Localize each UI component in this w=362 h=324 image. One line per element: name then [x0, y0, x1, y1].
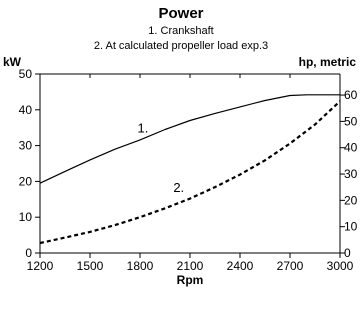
series-line-1: [39, 94, 340, 184]
y-axis-right-label: hp, metric: [298, 55, 356, 69]
y-right-tick-label: 60: [344, 88, 358, 102]
y-axis-left-label: kW: [3, 55, 21, 69]
y-left-tick-label: 10: [19, 210, 33, 224]
y-right-tick-label: 20: [344, 193, 358, 207]
x-tick-label: 1500: [77, 259, 104, 273]
x-tick-label: 1800: [127, 259, 154, 273]
y-right-tick-label: 30: [344, 167, 358, 181]
x-tick-label: 3000: [327, 259, 354, 273]
series-line-2: [39, 100, 341, 245]
y-left-tick-label: 40: [19, 103, 33, 117]
chart-title: Power: [158, 5, 204, 22]
y-left-tick-label: 0: [25, 246, 32, 260]
x-tick-label: 2100: [177, 259, 204, 273]
y-left-tick-label: 20: [19, 174, 33, 188]
x-tick-label: 2700: [277, 259, 304, 273]
chart-subtitle-2: 2. At calculated propeller load exp.3: [93, 40, 269, 52]
y-right-tick-label: 0: [344, 246, 351, 260]
y-right-tick-label: 50: [344, 114, 358, 128]
y-left-tick-label: 50: [19, 67, 33, 81]
chart-subtitle-1: 1. Crankshaft: [148, 25, 214, 37]
series-label-2: 2.: [173, 180, 184, 195]
y-left-tick-label: 30: [19, 139, 33, 153]
y-right-tick-label: 10: [344, 220, 358, 234]
series-label-1: 1.: [138, 121, 149, 136]
x-tick-label: 2400: [227, 259, 254, 273]
x-tick-label: 1200: [27, 259, 54, 273]
y-right-tick-label: 40: [344, 141, 358, 155]
x-axis-label: Rpm: [177, 273, 204, 287]
